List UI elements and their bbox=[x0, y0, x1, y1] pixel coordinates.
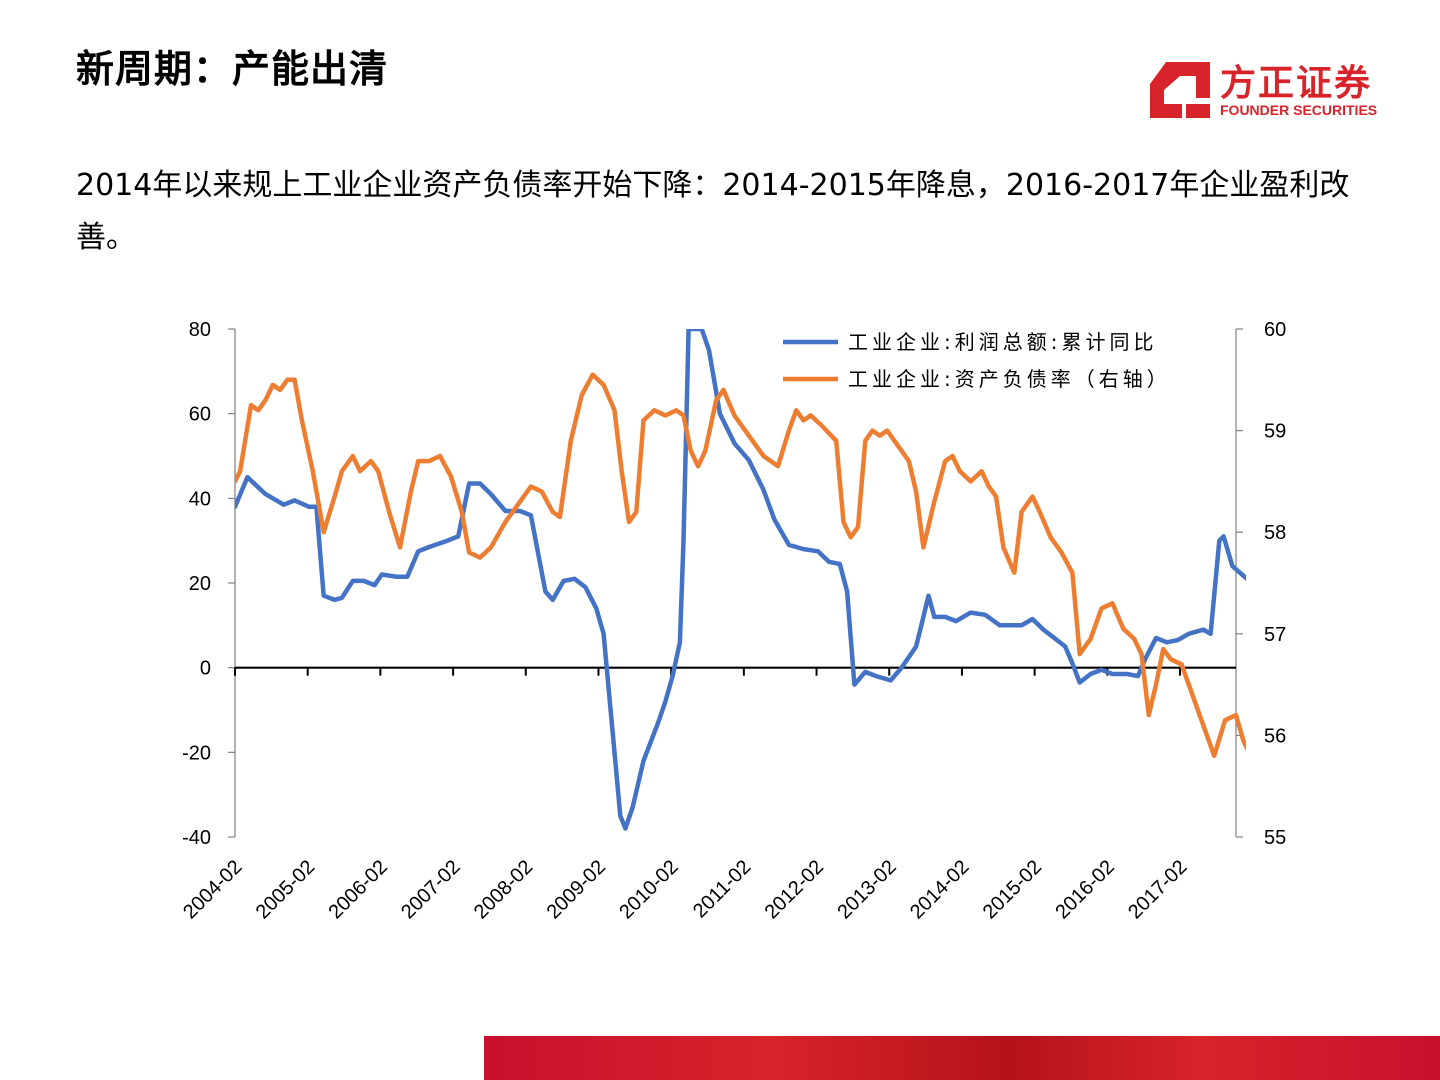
x-axis-tick-label: 2017-02 bbox=[1124, 856, 1191, 923]
series-line-2 bbox=[235, 372, 1246, 758]
right-axis-tick-label: 59 bbox=[1264, 421, 1286, 443]
left-axis-tick-label: -40 bbox=[182, 827, 211, 849]
right-axis-tick-label: 56 bbox=[1264, 725, 1286, 747]
right-axis-tick-label: 57 bbox=[1264, 624, 1286, 646]
x-axis-tick-label: 2008-02 bbox=[470, 856, 537, 923]
right-axis-tick-label: 55 bbox=[1264, 827, 1286, 849]
right-axis-tick-label: 58 bbox=[1264, 522, 1286, 544]
series-line-1 bbox=[235, 329, 1246, 831]
x-axis-tick-label: 2010-02 bbox=[615, 856, 682, 923]
x-axis-tick-label: 2011-02 bbox=[689, 856, 755, 922]
left-axis-tick-label: 80 bbox=[189, 319, 211, 341]
x-axis-tick-label: 2013-02 bbox=[833, 856, 900, 923]
x-axis-tick-label: 2009-02 bbox=[543, 856, 610, 923]
footer-bar bbox=[484, 1036, 1440, 1080]
x-axis-tick-label: 2004-02 bbox=[179, 856, 246, 923]
left-axis-tick-label: 0 bbox=[200, 658, 211, 680]
left-axis-tick-label: -20 bbox=[182, 742, 211, 764]
x-axis-tick-label: 2007-02 bbox=[397, 856, 464, 923]
left-axis-tick-label: 60 bbox=[189, 404, 211, 426]
legend-label-2: 工业企业:资产负债率（右轴） bbox=[848, 367, 1171, 391]
x-axis-tick-label: 2016-02 bbox=[1051, 856, 1118, 923]
x-axis-tick-label: 2005-02 bbox=[252, 856, 319, 923]
x-axis-tick-label: 2006-02 bbox=[324, 856, 391, 923]
logo-text-en: FOUNDER SECURITIES bbox=[1220, 102, 1378, 118]
legend-label-1: 工业企业:利润总额:累计同比 bbox=[848, 330, 1157, 354]
right-axis-tick-label: 60 bbox=[1264, 319, 1286, 341]
company-logo: 方正证券 FOUNDER SECURITIES bbox=[1150, 60, 1390, 122]
logo-text-cn: 方正证券 bbox=[1220, 63, 1373, 104]
left-axis-tick-label: 40 bbox=[189, 488, 211, 510]
slide-subtitle: 2014年以来规上工业企业资产负债率开始下降：2014-2015年降息，2016… bbox=[76, 168, 1350, 255]
x-axis-tick-label: 2014-02 bbox=[906, 856, 973, 923]
logo-mark-icon bbox=[1150, 62, 1210, 118]
x-axis-tick-label: 2012-02 bbox=[761, 856, 828, 923]
x-axis-tick-label: 2015-02 bbox=[979, 856, 1046, 923]
page-title: 新周期：产能出清 bbox=[76, 47, 389, 91]
left-axis-tick-label: 20 bbox=[189, 573, 211, 595]
